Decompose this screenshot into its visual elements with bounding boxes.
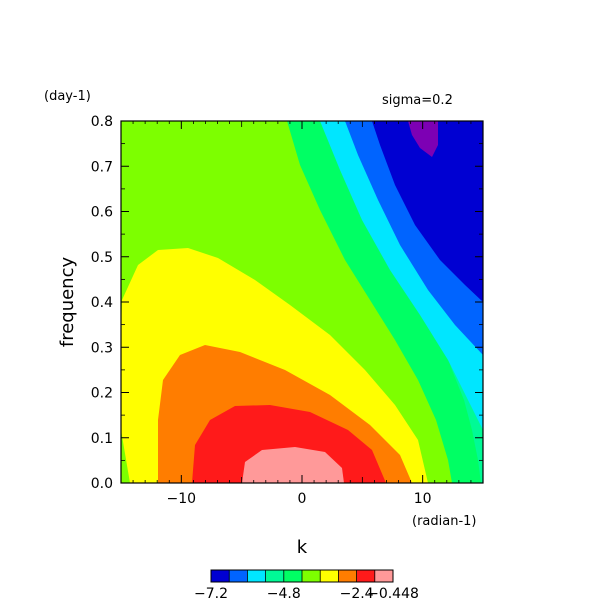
y-tick-label: 0.6 [91,205,113,221]
x-tick-label: 10 [414,491,432,507]
contour-band-purple [408,121,438,157]
colorbar-swatch [211,570,230,582]
x-axis-label: k [297,537,308,558]
colorbar-frame [210,569,394,583]
contour-band-darkblue [372,121,483,302]
colorbar-swatch [320,570,339,582]
axis-ticks [120,120,484,484]
colorbar-swatch [247,570,266,582]
colorbar-swatch [338,570,357,582]
y-tick-label: 0.0 [91,476,113,492]
colorbar-swatch [374,570,394,582]
colorbar-labels: −7.2 −4.8 −2.4−0.448 [194,586,419,602]
colorbar-label: −4.8 [267,586,301,602]
contour-fill [121,121,483,483]
colorbar-swatch [265,570,285,582]
sigma-annotation: sigma=0.2 [382,93,453,108]
y-tick-label: 0.2 [91,386,113,402]
y-tick-label: 0.3 [91,340,113,356]
colorbar-label: −7.2 [194,586,228,602]
colorbar-swatch [283,570,303,582]
contour-band-pink [242,447,344,483]
y-tick-label: 0.7 [91,159,113,175]
y-unit-label: (day-1) [44,89,91,104]
colorbar [210,569,394,583]
y-tick-label: 0.5 [91,250,113,266]
y-axis-label: frequency [57,257,78,348]
y-tick-label: 0.8 [91,114,113,130]
colorbar-swatch [356,570,376,582]
y-tick-label: 0.1 [91,431,113,447]
colorbar-swatch [302,570,321,582]
colorbar-label: −2.4 [340,586,374,602]
x-tick-label: −10 [167,491,197,507]
colorbar-label: −0.448 [367,586,419,602]
x-unit-label: (radian-1) [412,514,477,529]
axis-tick-labels: −10 0 10 0.0 0.1 0.2 0.3 0.4 0.5 0.6 0.7 0.8 [91,114,432,507]
y-tick-label: 0.4 [91,295,113,311]
contour-band-red [192,405,386,483]
x-tick-label: 0 [298,491,307,507]
colorbar-swatch [229,570,248,582]
